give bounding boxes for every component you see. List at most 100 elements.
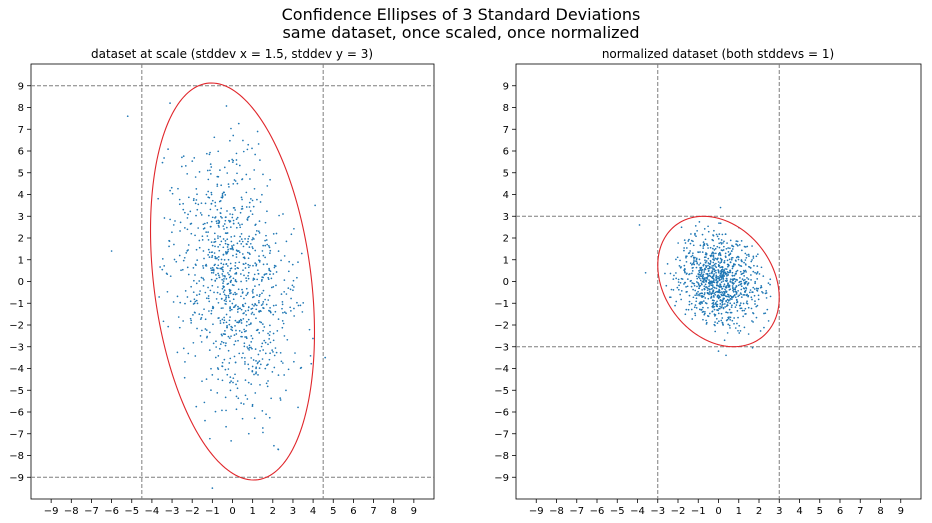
scatter-point (693, 258, 695, 260)
scatter-point (707, 315, 710, 318)
scatter-point (716, 303, 719, 306)
scatter-point (264, 221, 267, 224)
scatter-point (270, 277, 273, 280)
scatter-point (182, 155, 185, 157)
scatter-point (221, 409, 223, 412)
scatter-point (225, 263, 228, 265)
scatter-point (722, 242, 724, 244)
x-tick-label: 1 (249, 506, 255, 517)
scatter-point (209, 437, 211, 440)
scatter-point (225, 342, 227, 344)
scatter-point (721, 266, 724, 269)
scatter-point (713, 263, 716, 266)
scatter-point (290, 297, 292, 300)
scatter-point (750, 307, 753, 310)
scatter-point (224, 344, 227, 347)
scatter-point (744, 307, 747, 310)
scatter-point (703, 287, 706, 290)
scatter-point (706, 287, 709, 289)
scatter-point (732, 265, 735, 268)
scatter-point (221, 217, 223, 219)
scatter-point (269, 311, 272, 314)
scatter-point (250, 357, 253, 359)
scatter-point (238, 261, 241, 264)
scatter-point (210, 367, 212, 370)
scatter-point (731, 304, 733, 307)
scatter-point (224, 216, 227, 219)
scatter-point (734, 280, 737, 283)
scatter-point (242, 403, 245, 405)
scatter-point (235, 271, 238, 274)
scatter-point (221, 318, 224, 321)
scatter-point (243, 330, 246, 333)
scatter-point (230, 328, 232, 331)
scatter-point (228, 337, 231, 339)
scatter-point (708, 279, 710, 281)
scatter-point (218, 200, 221, 203)
scatter-point (228, 273, 230, 276)
scatter-point (217, 286, 219, 288)
y-tick-label: 1 (18, 255, 24, 266)
scatter-point (233, 235, 236, 237)
scatter-point (712, 251, 714, 254)
scatter-point (731, 281, 733, 283)
scatter-point (742, 294, 745, 296)
scatter-point (710, 293, 713, 295)
scatter-point (718, 307, 720, 310)
scatter-point (257, 230, 260, 233)
scatter-point (739, 276, 741, 279)
scatter-point (241, 417, 244, 420)
scatter-point (257, 373, 259, 376)
scatter-point (229, 316, 231, 318)
scatter-point (704, 261, 707, 264)
scatter-point (247, 291, 249, 294)
scatter-point (719, 305, 721, 308)
scatter-point (242, 269, 244, 272)
scatter-point (724, 295, 727, 298)
scatter-point (224, 232, 227, 234)
scatter-point (250, 308, 253, 310)
scatter-point (703, 292, 706, 294)
scatter-point (725, 286, 728, 289)
scatter-point (734, 287, 737, 289)
scatter-point (259, 383, 261, 386)
scatter-point (247, 271, 250, 274)
scatter-point (730, 295, 733, 298)
scatter-point (222, 270, 224, 273)
scatter-point (729, 269, 732, 272)
scatter-point (293, 286, 295, 288)
scatter-point (266, 185, 269, 187)
scatter-point (267, 380, 269, 382)
scatter-point (217, 267, 219, 270)
scatter-point (237, 339, 239, 342)
scatter-point (701, 268, 704, 271)
scatter-point (740, 273, 743, 276)
scatter-point (266, 263, 268, 265)
scatter-point (235, 293, 238, 295)
scatter-point (227, 248, 230, 251)
scatter-point (769, 278, 772, 281)
scatter-point (217, 175, 220, 178)
scatter-point (750, 274, 752, 276)
scatter-point (231, 161, 234, 164)
x-tick-label: 0 (715, 506, 721, 517)
scatter-point (258, 295, 261, 298)
scatter-point (258, 301, 260, 304)
y-tick-label: 4 (18, 190, 24, 201)
scatter-point (703, 281, 705, 284)
scatter-point (699, 268, 702, 270)
scatter-point (720, 273, 722, 276)
scatter-point (705, 279, 708, 282)
scatter-point (740, 288, 743, 291)
scatter-point (231, 247, 234, 250)
scatter-point (190, 232, 193, 235)
scatter-point (692, 296, 695, 299)
scatter-point (683, 270, 686, 273)
scatter-point (726, 332, 729, 334)
scatter-point (709, 284, 711, 286)
scatter-point (698, 264, 700, 266)
scatter-point (729, 239, 732, 242)
scatter-point (285, 240, 288, 243)
scatter-point (732, 263, 735, 265)
scatter-point (186, 217, 189, 219)
